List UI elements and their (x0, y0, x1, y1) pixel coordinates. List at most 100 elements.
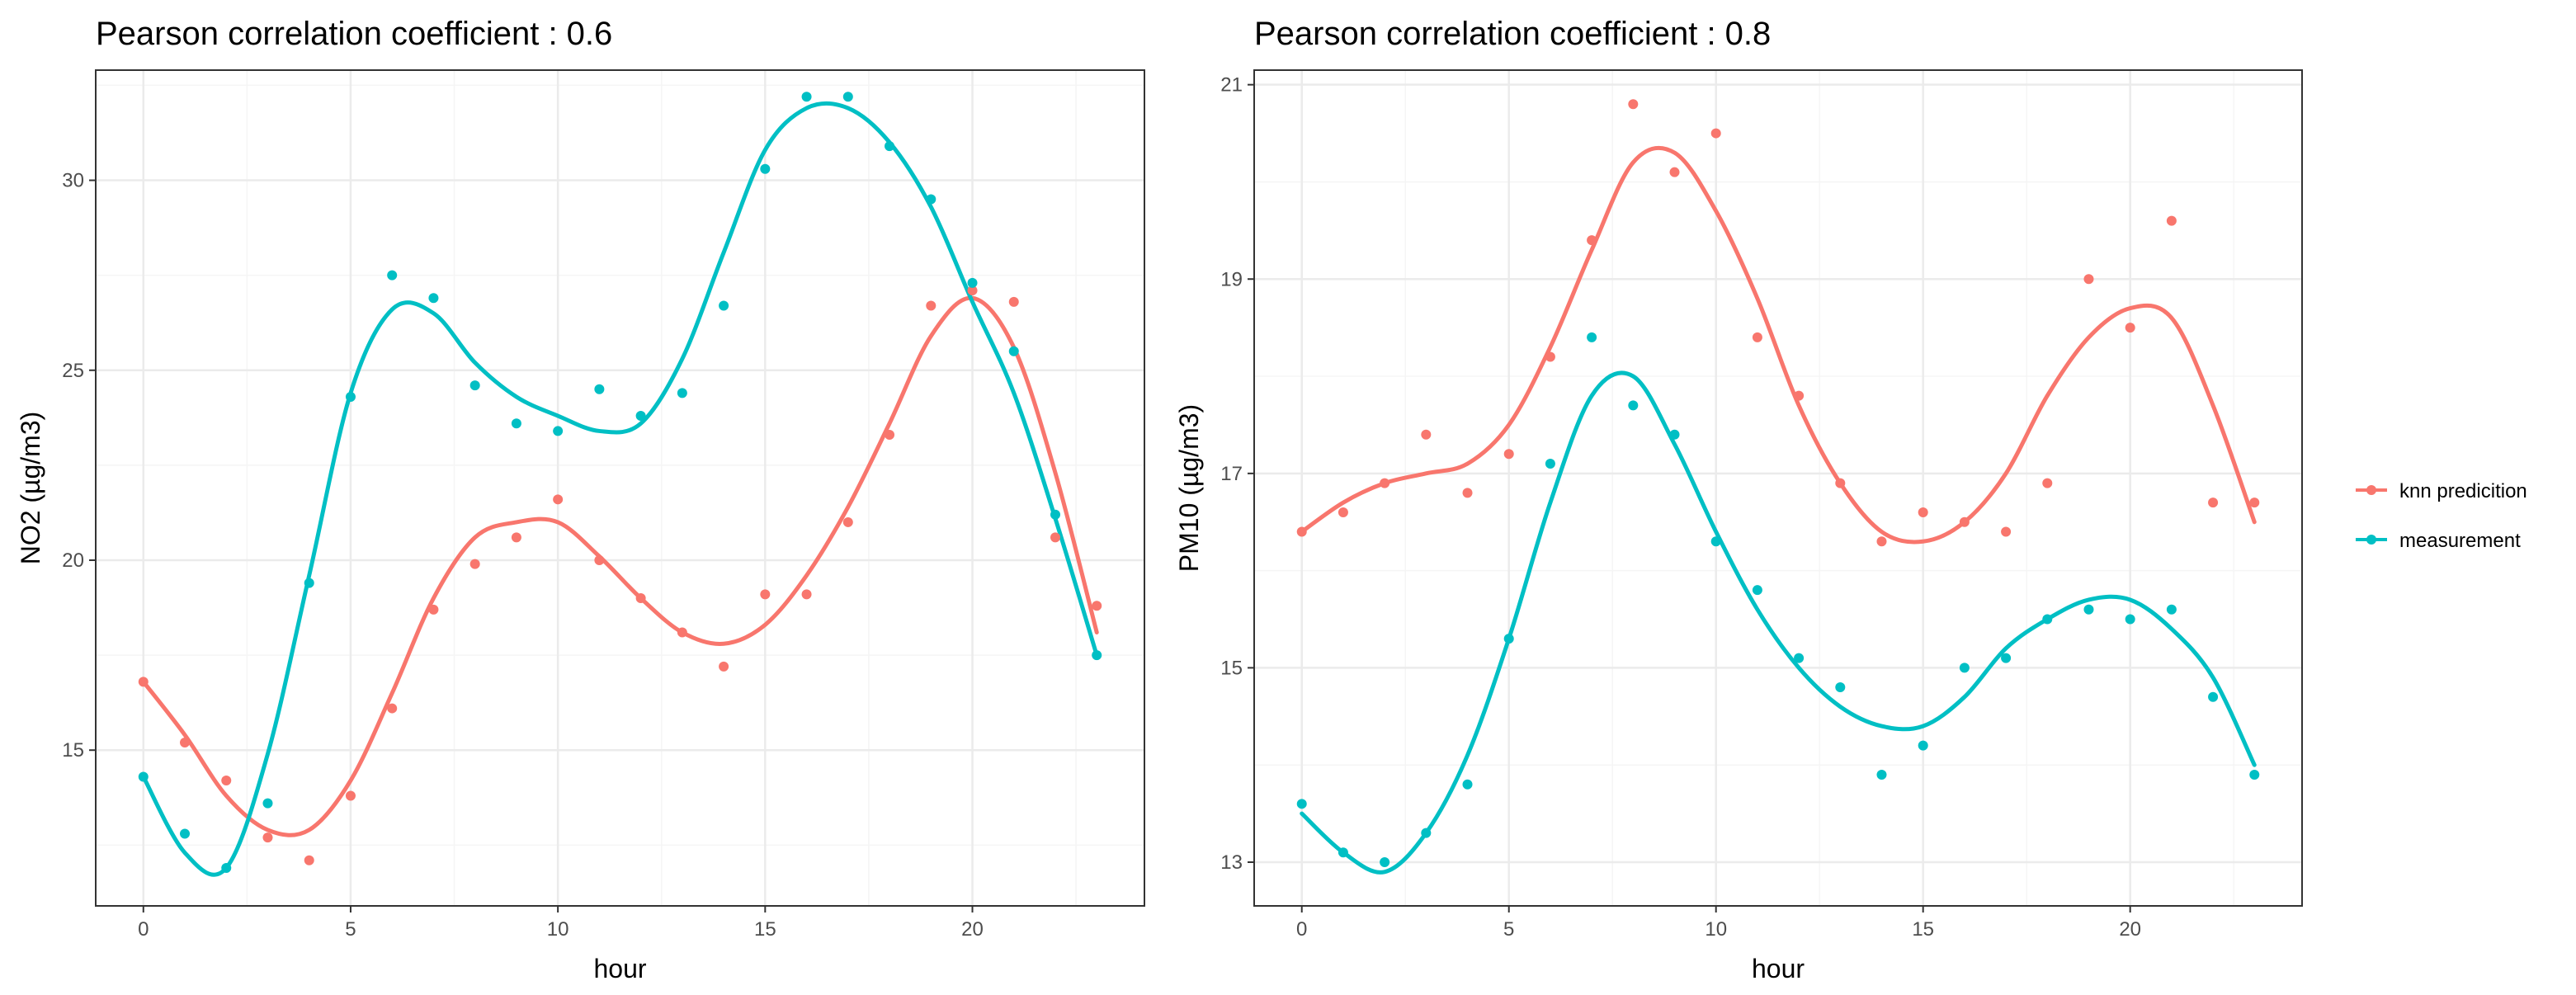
point-knn-predicition (387, 703, 398, 714)
y-tick-label: 25 (62, 360, 84, 382)
point-measurement (1380, 856, 1390, 867)
point-measurement (1008, 346, 1019, 356)
point-knn-predicition (2001, 526, 2012, 537)
point-knn-predicition (1545, 351, 1555, 362)
point-knn-predicition (138, 677, 149, 687)
y-tick-label: 19 (1220, 268, 1243, 290)
point-measurement (1462, 779, 1473, 790)
point-knn-predicition (760, 589, 771, 600)
point-knn-predicition (967, 285, 978, 296)
smooth-line-knn-predicition (1300, 145, 2257, 545)
point-knn-predicition (1794, 390, 1805, 401)
point-knn-predicition (1092, 601, 1102, 611)
point-knn-predicition (1710, 128, 1721, 139)
point-knn-predicition (469, 559, 480, 569)
point-measurement (1752, 585, 1762, 596)
point-measurement (304, 578, 314, 588)
point-knn-predicition (221, 776, 232, 786)
point-knn-predicition (2208, 498, 2219, 508)
point-measurement (801, 92, 812, 102)
point-measurement (345, 391, 356, 402)
point-knn-predicition (885, 430, 895, 441)
legend-key-measurement (2356, 535, 2387, 545)
x-tick-label: 10 (547, 918, 569, 941)
point-knn-predicition (180, 738, 191, 748)
y-axis-title: PM10 (µg/m3) (1174, 404, 1204, 572)
y-tick-label: 15 (1220, 657, 1243, 679)
y-tick-label: 13 (1220, 851, 1243, 874)
point-knn-predicition (1835, 478, 1846, 488)
panel-border (1253, 69, 2303, 907)
y-tick-label: 15 (62, 739, 84, 762)
point-measurement (885, 141, 895, 152)
point-knn-predicition (1008, 296, 1019, 307)
plot-background (96, 70, 1144, 906)
legend-label-measurement: measurement (2399, 530, 2521, 552)
point-knn-predicition (1752, 332, 1762, 342)
point-measurement (926, 194, 937, 205)
point-knn-predicition (1462, 488, 1473, 498)
y-tick-label: 17 (1220, 463, 1243, 485)
point-knn-predicition (1503, 449, 1514, 460)
x-axis-title: hour (593, 954, 646, 983)
point-knn-predicition (2125, 323, 2135, 333)
point-measurement (842, 92, 853, 102)
point-measurement (1587, 332, 1597, 342)
point-knn-predicition (801, 589, 812, 600)
point-measurement (1669, 429, 1680, 440)
point-knn-predicition (1050, 532, 1060, 543)
point-measurement (1092, 650, 1102, 661)
point-knn-predicition (304, 855, 314, 865)
point-measurement (1296, 799, 1307, 809)
point-measurement (2125, 614, 2135, 625)
point-measurement (1503, 634, 1514, 644)
point-measurement (1876, 769, 1887, 780)
point-knn-predicition (1421, 429, 1432, 440)
y-tick-label: 20 (62, 549, 84, 572)
panel-border (95, 69, 1145, 907)
point-measurement (1959, 663, 1970, 673)
point-knn-predicition (2249, 498, 2260, 508)
y-tick-label: 21 (1220, 74, 1243, 97)
legend-key-knn-predicition (2356, 485, 2387, 495)
point-knn-predicition (719, 661, 729, 672)
point-measurement (967, 277, 978, 288)
chart-title: Pearson correlation coefficient : 0.6 (96, 16, 612, 52)
point-measurement (2042, 614, 2053, 625)
point-knn-predicition (1876, 536, 1887, 547)
point-measurement (262, 798, 273, 809)
point-knn-predicition (1628, 99, 1639, 110)
smooth-line-measurement (1300, 370, 2257, 875)
y-axis-title: NO2 (µg/m3) (16, 412, 45, 565)
point-measurement (1628, 400, 1639, 411)
point-measurement (2083, 604, 2094, 615)
point-knn-predicition (1380, 478, 1390, 488)
point-measurement (1794, 653, 1805, 663)
point-measurement (2166, 604, 2177, 615)
smooth-line-measurement (141, 101, 1099, 877)
point-knn-predicition (677, 627, 687, 638)
legend-label-knn-predicition: knn predicition (2399, 480, 2527, 502)
point-measurement (428, 293, 439, 304)
point-knn-predicition (345, 790, 356, 801)
chart-panel-pm10: 0 5 10 15 20 13 15 17 19 21 Pearson correlation co… (1174, 16, 2303, 983)
point-knn-predicition (1918, 507, 1928, 517)
x-tick-label: 20 (2119, 918, 2141, 941)
point-measurement (1421, 828, 1432, 838)
point-measurement (2208, 691, 2219, 702)
point-measurement (1710, 536, 1721, 547)
point-measurement (635, 411, 646, 422)
point-knn-predicition (511, 532, 521, 543)
x-tick-label: 15 (1912, 918, 1934, 941)
point-measurement (387, 270, 398, 281)
point-measurement (138, 771, 149, 782)
point-measurement (1050, 509, 1060, 520)
x-tick-label: 0 (1296, 918, 1307, 941)
point-knn-predicition (1959, 516, 1970, 527)
x-tick-label: 5 (345, 918, 356, 941)
x-tick-label: 0 (138, 918, 149, 941)
point-measurement (1338, 847, 1348, 858)
point-measurement (677, 388, 687, 398)
x-tick-label: 20 (961, 918, 984, 941)
point-measurement (180, 828, 191, 839)
